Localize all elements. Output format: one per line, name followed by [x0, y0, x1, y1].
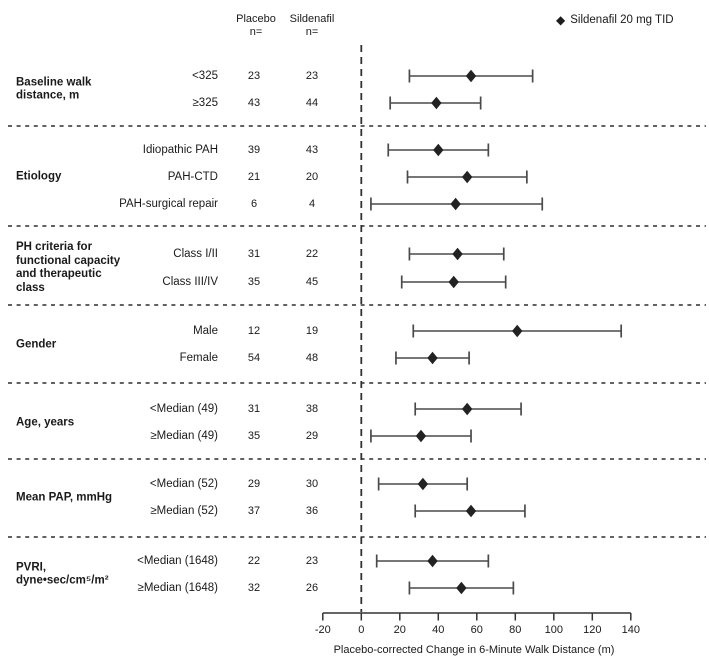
- placebo-n-value: 6: [250, 198, 258, 210]
- row-label: Male: [193, 325, 218, 337]
- placebo-n-value: 31: [247, 248, 261, 260]
- row-label: PAH-surgical repair: [119, 198, 218, 210]
- placebo-n-value: 54: [247, 352, 261, 364]
- estimate-diamond: [452, 247, 463, 261]
- sildenafil-n-value: 30: [305, 478, 319, 490]
- x-axis-tick-label: 40: [432, 624, 444, 636]
- x-axis-tick-label: 20: [394, 624, 406, 636]
- estimate-diamond: [450, 197, 461, 211]
- placebo-n-value: 35: [247, 276, 261, 288]
- estimate-diamond: [431, 96, 442, 110]
- placebo-n-value: 35: [247, 430, 261, 442]
- estimate-diamond: [461, 402, 473, 416]
- placebo-n-value: 39: [247, 144, 261, 156]
- row-label: ≥Median (52): [150, 505, 218, 517]
- sildenafil-n-value: 43: [305, 144, 319, 156]
- placebo-n-value: 32: [247, 582, 261, 594]
- x-axis-title: Placebo-corrected Change in 6-Minute Wal…: [333, 644, 615, 656]
- estimate-diamond: [448, 275, 459, 289]
- x-axis-tick-label: 140: [622, 624, 640, 636]
- group-label: PVRI, dyne•sec/cm⁵/m²: [16, 561, 109, 587]
- sildenafil-n-value: 45: [305, 276, 319, 288]
- estimate-diamond: [427, 351, 438, 365]
- row-label: ≥Median (1648): [137, 582, 218, 594]
- row-label: Class III/IV: [162, 276, 218, 288]
- sildenafil-n-value: 19: [305, 325, 319, 337]
- estimate-diamond: [415, 429, 427, 443]
- estimate-diamond: [465, 69, 477, 83]
- sildenafil-n-value: 38: [305, 403, 319, 415]
- placebo-n-value: 29: [247, 478, 261, 490]
- group-label: Etiology: [16, 170, 62, 183]
- row-label: Female: [179, 352, 218, 364]
- row-label: ≥325: [192, 97, 219, 109]
- sildenafil-n-value: 44: [305, 97, 319, 109]
- estimate-diamond: [512, 324, 523, 338]
- legend-label: Sildenafil 20 mg TID: [570, 14, 674, 26]
- x-axis-tick-label: 60: [471, 624, 483, 636]
- x-axis-tick-label: -20: [315, 624, 331, 636]
- diamond-icon: ◆: [556, 13, 566, 27]
- row-label: ≥Median (49): [150, 430, 218, 442]
- group-label: PH criteria for functional capacity and …: [16, 241, 121, 294]
- row-label: Class I/II: [173, 248, 218, 260]
- x-axis-tick-label: 100: [545, 624, 563, 636]
- group-label: Age, years: [16, 415, 75, 428]
- estimate-diamond: [427, 554, 438, 568]
- sildenafil-n-value: 4: [308, 198, 316, 210]
- placebo-n-value: 12: [247, 325, 261, 337]
- estimate-diamond: [417, 477, 429, 491]
- group-label: Gender: [16, 337, 57, 350]
- column-header-sildenafil: Sildenafil n=: [289, 13, 335, 38]
- placebo-n-value: 22: [247, 555, 261, 567]
- sildenafil-n-value: 36: [305, 505, 319, 517]
- row-label: <Median (1648): [137, 555, 218, 567]
- placebo-n-value: 31: [247, 403, 261, 415]
- sildenafil-n-value: 23: [305, 555, 319, 567]
- row-label: <325: [192, 70, 218, 82]
- placebo-n-value: 21: [247, 171, 261, 183]
- group-label: Mean PAP, mmHg: [16, 490, 113, 503]
- sildenafil-n-value: 29: [305, 430, 319, 442]
- sildenafil-n-value: 26: [305, 582, 319, 594]
- placebo-n-value: 23: [247, 70, 261, 82]
- x-axis-tick-label: 120: [583, 624, 601, 636]
- sildenafil-n-value: 20: [305, 171, 319, 183]
- column-header-placebo: Placebo n=: [236, 13, 276, 38]
- legend: ◆ Sildenafil 20 mg TID: [556, 14, 674, 26]
- estimate-diamond: [465, 504, 477, 518]
- sildenafil-n-value: 48: [305, 352, 319, 364]
- row-label: Idiopathic PAH: [142, 144, 218, 156]
- row-label: PAH-CTD: [167, 171, 218, 183]
- placebo-n-value: 37: [247, 505, 261, 517]
- estimate-diamond: [433, 143, 444, 157]
- x-axis-tick-label: 80: [509, 624, 521, 636]
- placebo-n-value: 43: [247, 97, 261, 109]
- row-label: <Median (52): [149, 478, 218, 490]
- row-label: <Median (49): [149, 403, 218, 415]
- sildenafil-n-value: 23: [305, 70, 319, 82]
- group-label: Baseline walk distance, m: [16, 76, 92, 102]
- x-axis-tick-label: 0: [358, 624, 364, 636]
- sildenafil-n-value: 22: [305, 248, 319, 260]
- estimate-diamond: [461, 170, 473, 184]
- estimate-diamond: [456, 581, 467, 595]
